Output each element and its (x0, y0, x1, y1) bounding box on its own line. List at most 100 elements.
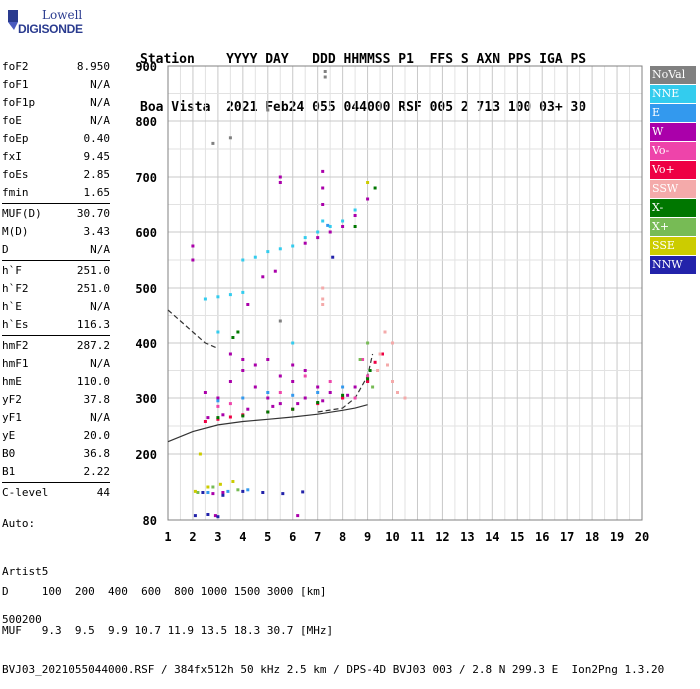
data-point (228, 402, 232, 406)
param-value: 3.43 (83, 225, 111, 238)
data-point (253, 363, 257, 367)
param-row: fxI 9.45 (2, 148, 110, 166)
data-point (211, 492, 215, 496)
data-point (316, 385, 320, 389)
data-point (226, 489, 230, 493)
param-label: yF2 (2, 393, 22, 406)
param-label: h`F (2, 264, 22, 277)
data-point (303, 241, 307, 245)
legend-item: NNE (650, 85, 696, 103)
data-point (211, 141, 215, 145)
data-point (246, 407, 250, 411)
data-point (191, 244, 195, 248)
data-point (341, 396, 345, 400)
data-point (273, 269, 277, 273)
data-point (371, 385, 375, 389)
data-point (316, 391, 320, 394)
auto-label: Auto: (2, 517, 36, 530)
data-point (261, 275, 265, 279)
data-point (391, 380, 394, 383)
data-point (291, 380, 295, 383)
param-value: 251.0 (76, 264, 110, 277)
data-point (291, 244, 295, 248)
param-value: 2.85 (83, 168, 111, 181)
param-label: h`Es (2, 318, 29, 331)
x-tick-label: 10 (385, 530, 399, 544)
data-point (353, 385, 357, 389)
data-point (241, 258, 245, 262)
param-row: yF2 37.8 (2, 391, 110, 409)
data-point (353, 214, 357, 217)
data-point (321, 219, 325, 223)
param-value: N/A (90, 96, 110, 109)
data-point (341, 385, 345, 389)
data-point (278, 374, 282, 378)
param-row: foF1p N/A (2, 94, 110, 112)
data-point (266, 410, 270, 414)
data-point (228, 352, 232, 356)
data-point (228, 293, 232, 297)
data-point (346, 393, 350, 397)
data-point (228, 415, 232, 419)
data-point (328, 230, 332, 234)
data-point (301, 490, 305, 494)
y-tick-label: 600 (135, 226, 157, 240)
param-value: N/A (90, 300, 110, 313)
x-tick-label: 4 (239, 530, 246, 544)
param-value: 116.3 (76, 318, 110, 331)
data-point (241, 414, 245, 418)
x-tick-label: 11 (410, 530, 424, 544)
data-point (303, 374, 307, 378)
param-label: foEp (2, 132, 29, 145)
data-point (246, 303, 250, 306)
data-point (241, 290, 245, 294)
data-point (278, 247, 282, 251)
param-row: foF2 8.950 (2, 58, 110, 76)
param-value: 287.2 (76, 339, 110, 352)
data-point (193, 514, 197, 518)
station-header: Station YYYY DAY DDD HHMMSS P1 FFS S AXN… (140, 20, 586, 132)
data-point (246, 488, 250, 492)
param-value: 36.8 (83, 447, 111, 460)
data-point (253, 255, 257, 259)
data-point (291, 363, 295, 367)
legend-item: SSE (650, 237, 696, 255)
param-value: 37.8 (83, 393, 111, 406)
data-point (316, 230, 320, 234)
param-row: D N/A (2, 241, 110, 259)
param-row: MUF(D) 30.70 (2, 205, 110, 223)
legend-item: NoVal (650, 66, 696, 84)
legend-item: NNW (650, 256, 696, 274)
param-row: B1 2.22 (2, 463, 110, 481)
param-separator (2, 482, 110, 483)
param-row: C-level 44 (2, 484, 110, 502)
y-tick-label: 800 (135, 115, 157, 129)
data-point (321, 169, 325, 173)
param-row: fmin 1.65 (2, 184, 110, 202)
data-point (253, 385, 257, 389)
param-label: B0 (2, 447, 16, 460)
plot-frame (167, 65, 643, 521)
param-label: hmF2 (2, 339, 29, 352)
data-point (391, 341, 394, 345)
legend-item: Vo- (650, 142, 696, 160)
param-label: M(D) (2, 225, 29, 238)
param-value: N/A (90, 78, 110, 91)
data-point (271, 404, 275, 408)
data-point (206, 513, 210, 516)
data-point (278, 391, 282, 394)
data-point (216, 330, 220, 334)
param-label: foEs (2, 168, 29, 181)
data-point (403, 396, 407, 400)
data-point (203, 391, 207, 394)
param-label: foE (2, 114, 22, 127)
data-point (266, 250, 270, 254)
x-tick-label: 15 (510, 530, 524, 544)
param-row: yF1 N/A (2, 409, 110, 427)
data-point (278, 181, 282, 184)
legend-item: X- (650, 199, 696, 217)
param-row: h`Es 116.3 (2, 316, 110, 334)
param-value: N/A (90, 243, 110, 256)
data-point (216, 399, 220, 403)
param-row: foEp 0.40 (2, 130, 110, 148)
